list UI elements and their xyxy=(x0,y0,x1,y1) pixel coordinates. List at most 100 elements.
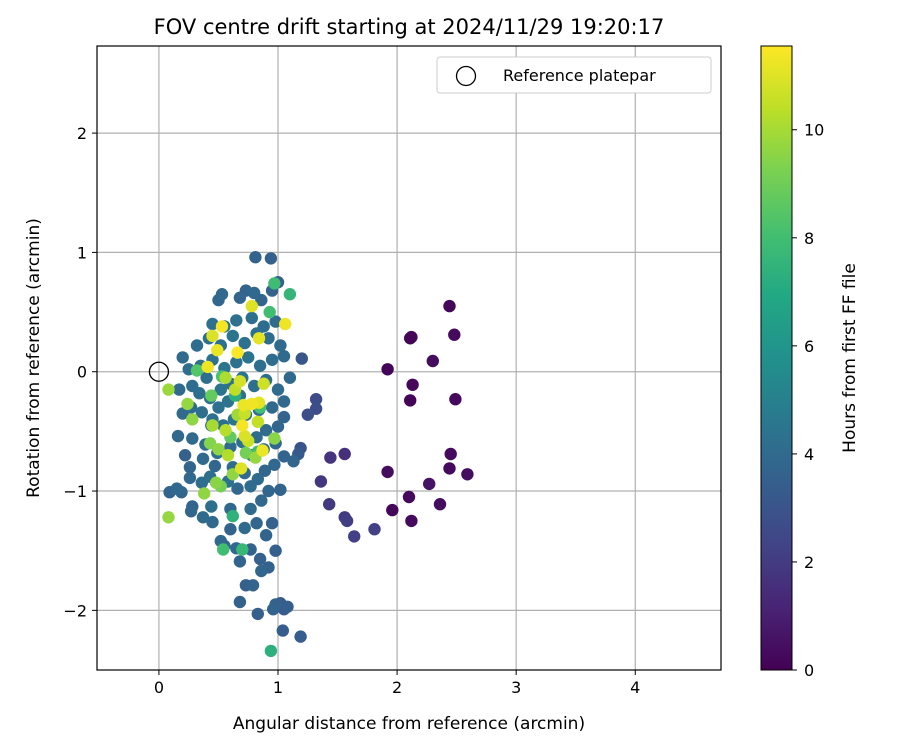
data-point xyxy=(178,449,192,462)
legend-label: Reference platepar xyxy=(503,66,656,85)
data-point xyxy=(236,543,249,556)
data-point xyxy=(162,511,175,524)
data-point xyxy=(309,393,323,406)
data-point xyxy=(184,505,198,518)
data-point xyxy=(209,476,223,489)
data-point xyxy=(259,424,273,437)
data-point xyxy=(238,336,251,350)
data-point xyxy=(205,500,218,513)
data-point xyxy=(263,305,276,319)
data-point xyxy=(238,429,251,443)
x-tick-label: 2 xyxy=(392,678,402,697)
data-point xyxy=(255,564,268,578)
data-point xyxy=(340,514,354,528)
data-point xyxy=(406,378,419,391)
data-point xyxy=(211,344,224,357)
data-point xyxy=(449,393,462,406)
colorbar: 0 2 4 6 8 10 Hours from first FF file xyxy=(760,45,860,680)
y-tick-label: −1 xyxy=(63,482,87,501)
data-point xyxy=(217,543,230,556)
data-point xyxy=(268,277,281,290)
data-point xyxy=(173,383,186,396)
chart-title: FOV centre drift starting at 2024/11/29 … xyxy=(154,15,665,39)
data-point xyxy=(233,375,247,388)
data-point xyxy=(190,339,204,352)
data-point xyxy=(233,291,247,304)
data-point xyxy=(215,288,229,301)
data-point xyxy=(271,420,285,433)
data-point xyxy=(265,401,279,414)
data-point xyxy=(239,446,253,460)
legend-marker-icon xyxy=(455,65,477,87)
data-point xyxy=(295,352,308,365)
data-point xyxy=(274,483,287,496)
data-point xyxy=(255,494,268,507)
x-tick-label: 1 xyxy=(273,678,283,697)
data-point xyxy=(283,371,297,384)
x-axis-ticks: 0 1 2 3 4 xyxy=(154,670,640,697)
data-point xyxy=(269,544,282,557)
data-point xyxy=(423,477,436,491)
scatter-points xyxy=(162,251,474,658)
data-point xyxy=(205,389,218,402)
data-point xyxy=(381,363,394,376)
data-point xyxy=(246,579,260,592)
data-point xyxy=(195,406,208,419)
colorbar-gradient xyxy=(760,45,793,671)
data-point xyxy=(404,394,417,407)
data-point xyxy=(181,397,194,411)
data-point xyxy=(264,252,278,265)
colorbar-tick-label: 10 xyxy=(804,121,824,140)
data-point xyxy=(426,354,439,368)
data-point xyxy=(283,288,297,301)
data-point xyxy=(215,320,229,333)
data-point xyxy=(236,419,249,432)
data-point xyxy=(281,600,294,613)
data-point xyxy=(231,346,244,359)
reference-marker-layer xyxy=(148,361,170,382)
data-point xyxy=(348,530,361,543)
data-point xyxy=(338,447,351,461)
data-point xyxy=(253,359,267,372)
data-point xyxy=(244,502,257,516)
data-point xyxy=(277,410,291,424)
data-point xyxy=(251,607,264,621)
data-point xyxy=(212,401,225,414)
data-point xyxy=(294,630,307,643)
data-point xyxy=(245,397,258,411)
grid xyxy=(97,46,721,670)
x-tick-label: 3 xyxy=(511,678,521,697)
y-tick-label: −2 xyxy=(63,601,87,620)
data-point xyxy=(196,511,210,524)
data-point xyxy=(268,458,281,471)
data-point xyxy=(249,251,262,264)
data-point xyxy=(287,455,300,468)
data-point xyxy=(257,377,270,390)
data-point xyxy=(201,360,214,374)
data-point xyxy=(271,383,285,396)
data-point xyxy=(231,482,244,495)
reference-platepar-marker xyxy=(148,361,170,382)
data-point xyxy=(219,424,232,437)
data-point xyxy=(268,432,281,445)
data-point xyxy=(301,408,314,421)
data-point xyxy=(206,515,219,529)
data-point xyxy=(248,379,261,393)
data-point xyxy=(206,419,219,432)
data-point xyxy=(245,299,258,313)
colorbar-tick-label: 0 xyxy=(804,661,814,680)
data-point xyxy=(269,315,282,328)
legend: Reference platepar xyxy=(436,56,712,94)
y-tick-label: 2 xyxy=(77,124,87,143)
data-point xyxy=(267,603,280,616)
data-point xyxy=(444,447,457,461)
y-axis-label: Rotation from reference (arcmin) xyxy=(24,218,44,498)
data-point xyxy=(238,521,251,535)
data-point xyxy=(250,517,263,530)
colorbar-tick-label: 4 xyxy=(804,445,814,464)
data-point xyxy=(258,464,272,477)
data-point xyxy=(200,371,213,384)
data-point xyxy=(404,332,417,345)
data-point xyxy=(405,514,418,528)
data-point xyxy=(170,482,183,495)
